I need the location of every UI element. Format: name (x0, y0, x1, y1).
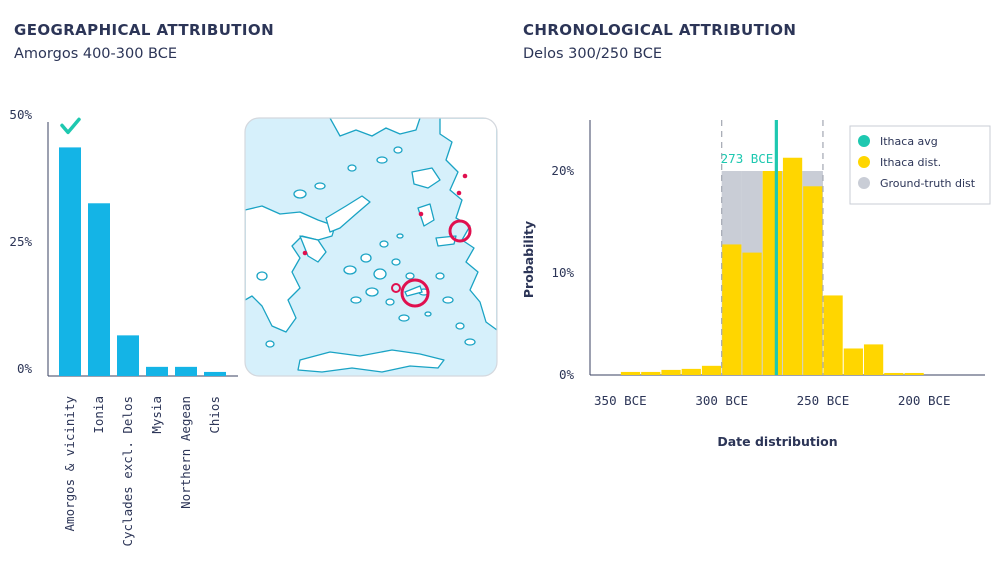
ithaca-dist-bar (863, 344, 884, 375)
x-tick-label: Northern Aegean (178, 396, 193, 509)
x-tick-label: Ionia (91, 396, 106, 434)
ithaca-dist-bar (681, 368, 701, 375)
y-axis-label: Probability (521, 221, 536, 298)
location-markers (302, 173, 472, 308)
bar (117, 335, 139, 376)
y-tick-label: 20% (551, 163, 574, 178)
bar (146, 366, 168, 376)
bar (175, 366, 197, 376)
amorgos-marker-ring (400, 278, 430, 308)
legend-swatch (858, 156, 870, 168)
ithaca-dist-bar (722, 244, 742, 375)
location-dot (462, 173, 468, 179)
ithaca-dist-bar (823, 295, 843, 375)
location-dot (418, 211, 424, 217)
ithaca-dist-bar (884, 372, 904, 375)
x-tick-label: 200 BCE (898, 393, 951, 408)
x-tick-label: Mysia (149, 396, 164, 434)
y-tick-label: 0% (17, 361, 33, 376)
bar (59, 147, 81, 376)
check-icon (60, 117, 81, 135)
geo-attribution-heading: GEOGRAPHICAL ATTRIBUTION (14, 21, 275, 39)
ithaca-dist-bar (620, 371, 641, 375)
ithaca-dist-bar (904, 372, 924, 375)
x-axis-label: Date distribution (717, 434, 837, 449)
ithaca-dist-bar (742, 252, 762, 375)
x-tick-label: Chios (207, 396, 222, 434)
bar (204, 371, 226, 376)
legend-box (849, 125, 991, 205)
legend-swatch (858, 177, 870, 189)
bar (88, 203, 110, 376)
ithaca-dist-bar (701, 365, 722, 375)
y-tick-label: 25% (9, 234, 32, 249)
y-tick-label: 0% (559, 367, 575, 382)
geo-attribution-subtitle: Amorgos 400-300 BCE (14, 46, 178, 62)
ithaca-dist-bar (843, 348, 863, 375)
chrono-attribution-heading: CHRONOLOGICAL ATTRIBUTION (523, 21, 797, 39)
aegean-map-illustration (245, 118, 497, 376)
ionia-marker-ring (448, 219, 472, 243)
location-dot (456, 190, 462, 196)
ithaca-dist-bar (661, 369, 681, 375)
x-tick-label: 300 BCE (695, 393, 748, 408)
legend-swatch (858, 135, 870, 147)
legend-label: Ithaca avg (880, 135, 938, 148)
x-tick-label: 350 BCE (594, 393, 647, 408)
chrono-attribution-subtitle: Delos 300/250 BCE (523, 46, 662, 62)
secondary-marker-ring (391, 283, 401, 293)
ithaca-dist-bar (762, 171, 782, 375)
x-tick-label: 250 BCE (797, 393, 850, 408)
y-tick-label: 50% (9, 107, 32, 122)
location-dot (302, 250, 308, 256)
ithaca-dist-bar (641, 371, 661, 375)
legend-label: Ground-truth dist (880, 177, 976, 190)
legend-label: Ithaca dist. (880, 156, 941, 169)
x-tick-label: Amorgos & vicinity (62, 396, 77, 532)
ithaca-dist-bar (803, 186, 823, 375)
ithaca-avg-label: 273 BCE (721, 151, 774, 166)
ithaca-dist-bar (782, 157, 803, 375)
y-tick-label: 10% (551, 265, 574, 280)
x-tick-label: Cyclades excl. Delos (120, 396, 135, 547)
